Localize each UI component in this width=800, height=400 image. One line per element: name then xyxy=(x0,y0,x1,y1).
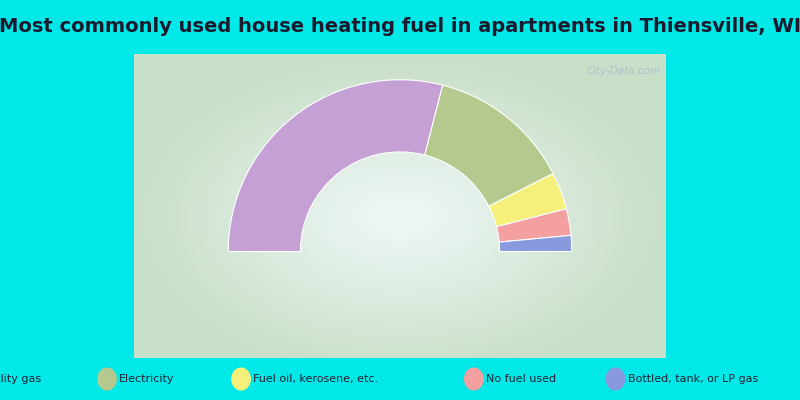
Ellipse shape xyxy=(370,199,430,236)
Ellipse shape xyxy=(174,78,626,356)
Ellipse shape xyxy=(190,89,610,346)
Ellipse shape xyxy=(164,72,636,362)
Ellipse shape xyxy=(270,138,530,297)
Ellipse shape xyxy=(210,101,590,334)
Ellipse shape xyxy=(157,68,643,366)
Ellipse shape xyxy=(250,125,550,309)
Ellipse shape xyxy=(170,76,630,358)
Ellipse shape xyxy=(230,113,570,321)
Ellipse shape xyxy=(317,166,483,268)
Ellipse shape xyxy=(397,215,403,219)
Ellipse shape xyxy=(326,172,474,262)
Ellipse shape xyxy=(374,201,426,234)
Ellipse shape xyxy=(606,368,626,390)
Ellipse shape xyxy=(297,154,503,280)
Ellipse shape xyxy=(350,186,450,248)
Text: Most commonly used house heating fuel in apartments in Thiensville, WI: Most commonly used house heating fuel in… xyxy=(0,18,800,36)
Ellipse shape xyxy=(290,150,510,284)
Wedge shape xyxy=(489,174,566,227)
Text: Electricity: Electricity xyxy=(119,374,174,384)
Text: City-Data.com: City-Data.com xyxy=(587,66,661,76)
Ellipse shape xyxy=(237,117,563,317)
Ellipse shape xyxy=(334,176,466,258)
Ellipse shape xyxy=(383,207,417,227)
Ellipse shape xyxy=(386,209,414,225)
Ellipse shape xyxy=(247,123,553,311)
Wedge shape xyxy=(497,209,571,242)
Ellipse shape xyxy=(154,66,646,368)
Ellipse shape xyxy=(214,103,586,331)
Ellipse shape xyxy=(340,180,460,254)
Ellipse shape xyxy=(207,99,593,336)
Ellipse shape xyxy=(294,152,506,282)
Ellipse shape xyxy=(394,213,406,221)
Text: Bottled, tank, or LP gas: Bottled, tank, or LP gas xyxy=(628,374,758,384)
Ellipse shape xyxy=(204,97,596,338)
Ellipse shape xyxy=(177,80,623,354)
Ellipse shape xyxy=(150,64,650,370)
Ellipse shape xyxy=(97,368,117,390)
Ellipse shape xyxy=(137,56,663,378)
Ellipse shape xyxy=(141,58,659,376)
Ellipse shape xyxy=(354,189,446,246)
Ellipse shape xyxy=(320,168,480,266)
Ellipse shape xyxy=(180,82,620,352)
Ellipse shape xyxy=(323,170,477,264)
Ellipse shape xyxy=(260,132,540,303)
Ellipse shape xyxy=(377,203,423,232)
Ellipse shape xyxy=(240,119,560,315)
Ellipse shape xyxy=(337,178,463,256)
Ellipse shape xyxy=(343,182,457,252)
Ellipse shape xyxy=(263,134,537,301)
Ellipse shape xyxy=(134,54,666,380)
Ellipse shape xyxy=(363,195,437,240)
Ellipse shape xyxy=(314,164,486,270)
Ellipse shape xyxy=(267,136,533,299)
Ellipse shape xyxy=(287,148,513,286)
Ellipse shape xyxy=(161,70,639,364)
Ellipse shape xyxy=(310,162,490,272)
Ellipse shape xyxy=(300,156,500,278)
Ellipse shape xyxy=(167,74,633,360)
Ellipse shape xyxy=(283,146,517,288)
Ellipse shape xyxy=(303,158,497,276)
Ellipse shape xyxy=(220,107,580,327)
Ellipse shape xyxy=(464,368,484,390)
Ellipse shape xyxy=(184,84,616,350)
Ellipse shape xyxy=(194,91,606,344)
Ellipse shape xyxy=(330,174,470,260)
Ellipse shape xyxy=(357,191,443,244)
Ellipse shape xyxy=(254,128,546,307)
Ellipse shape xyxy=(187,87,613,348)
Ellipse shape xyxy=(346,184,454,250)
Ellipse shape xyxy=(380,205,420,230)
Ellipse shape xyxy=(227,111,573,323)
Ellipse shape xyxy=(224,109,576,325)
Ellipse shape xyxy=(217,105,583,329)
Wedge shape xyxy=(425,85,553,206)
Ellipse shape xyxy=(307,160,493,274)
Text: Fuel oil, kerosene, etc.: Fuel oil, kerosene, etc. xyxy=(253,374,378,384)
Ellipse shape xyxy=(274,140,526,295)
Ellipse shape xyxy=(280,144,520,290)
Ellipse shape xyxy=(200,95,600,340)
Ellipse shape xyxy=(277,142,523,293)
Ellipse shape xyxy=(144,60,656,374)
Ellipse shape xyxy=(197,93,603,342)
Ellipse shape xyxy=(243,121,557,313)
Ellipse shape xyxy=(231,368,251,390)
Ellipse shape xyxy=(257,130,543,305)
Text: Utility gas: Utility gas xyxy=(0,374,42,384)
Wedge shape xyxy=(228,80,442,252)
Ellipse shape xyxy=(360,193,440,242)
Ellipse shape xyxy=(366,197,434,238)
Wedge shape xyxy=(499,235,572,252)
Ellipse shape xyxy=(390,211,410,223)
Ellipse shape xyxy=(234,115,566,319)
Text: No fuel used: No fuel used xyxy=(486,374,556,384)
Ellipse shape xyxy=(147,62,653,372)
